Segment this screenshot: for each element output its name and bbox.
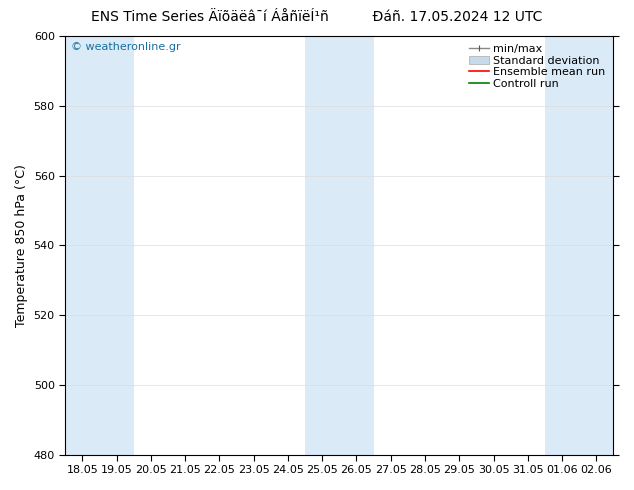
Y-axis label: Temperature 850 hPa (°C): Temperature 850 hPa (°C) (15, 164, 28, 327)
Legend: min/max, Standard deviation, Ensemble mean run, Controll run: min/max, Standard deviation, Ensemble me… (467, 42, 608, 91)
Bar (545, 36, 614, 455)
Bar (305, 36, 373, 455)
Text: ENS Time Series Äïõäëâ¯í ÁåñïëÍ¹ñ          Ðáñ. 17.05.2024 12 UTC: ENS Time Series Äïõäëâ¯í ÁåñïëÍ¹ñ Ðáñ. 1… (91, 10, 543, 24)
Bar (65, 36, 134, 455)
Text: © weatheronline.gr: © weatheronline.gr (71, 43, 180, 52)
